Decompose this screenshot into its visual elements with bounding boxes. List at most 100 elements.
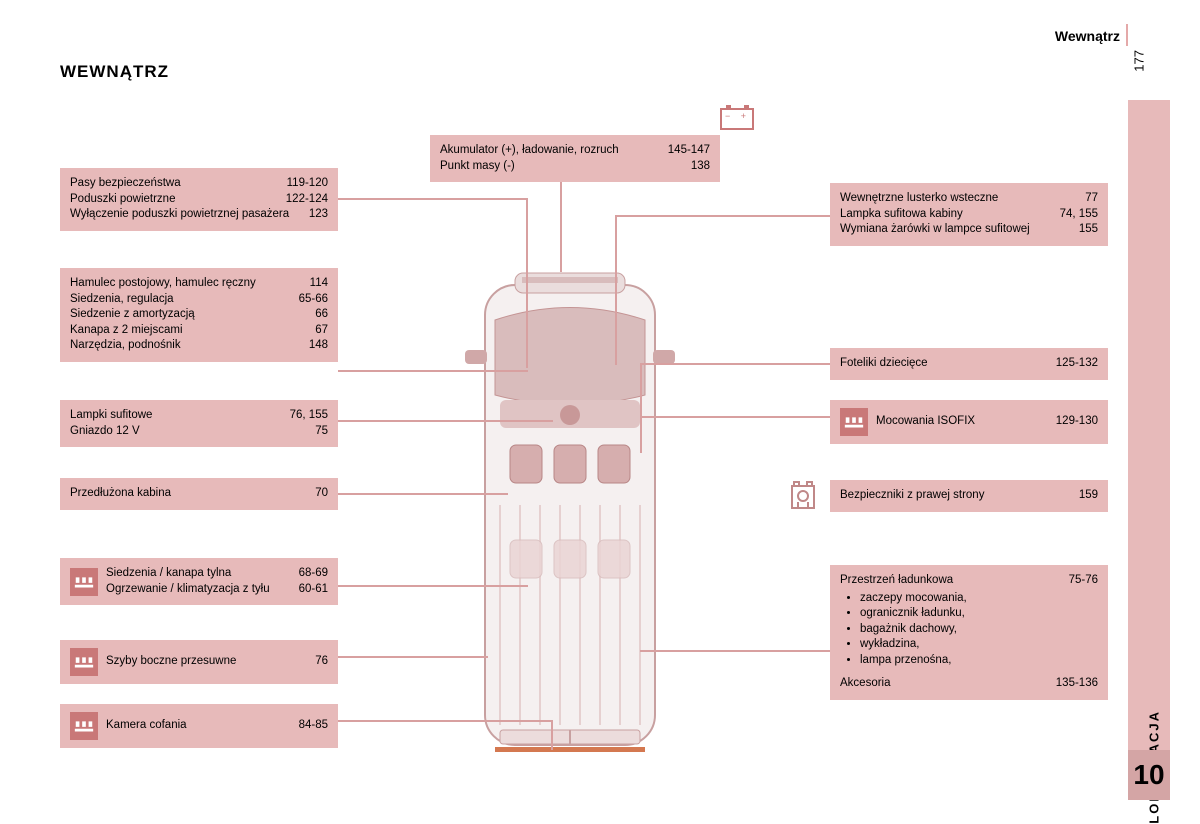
pages: 76 bbox=[315, 654, 328, 670]
pages: 66 bbox=[315, 307, 328, 323]
bullet: zaczepy mocowania, bbox=[860, 591, 1098, 607]
label: Przedłużona kabina bbox=[70, 486, 303, 502]
section-header: Wewnątrz bbox=[1055, 28, 1120, 44]
manual-page: Wewnątrz 177 WEWNĄTRZ LOKALIZACJA 10 Aku… bbox=[0, 0, 1200, 800]
bullet: wykładzina, bbox=[860, 637, 1098, 653]
chapter-number-box: 10 bbox=[1128, 750, 1170, 800]
label: Punkt masy (-) bbox=[440, 159, 679, 175]
bullet: ogranicznik ładunku, bbox=[860, 606, 1098, 622]
pages: 138 bbox=[691, 159, 710, 175]
pages: 145-147 bbox=[668, 143, 710, 159]
label: Foteliki dziecięce bbox=[840, 356, 1044, 372]
pages: 135-136 bbox=[1056, 676, 1098, 692]
bullet: bagażnik dachowy, bbox=[860, 622, 1098, 638]
box-mirror: Wewnętrzne lusterko wsteczne 77 Lampka su… bbox=[830, 183, 1108, 246]
battery-icon bbox=[720, 108, 754, 130]
bullet: lampa przenośna, bbox=[860, 653, 1098, 669]
label: Mocowania ISOFIX bbox=[876, 414, 1044, 430]
cargo-bullets: zaczepy mocowania, ogranicznik ładunku, … bbox=[844, 591, 1098, 669]
pages: 75 bbox=[315, 424, 328, 440]
pages: 74, 155 bbox=[1060, 207, 1098, 223]
pages: 148 bbox=[309, 338, 328, 354]
pages: 125-132 bbox=[1056, 356, 1098, 372]
pages: 60-61 bbox=[299, 582, 328, 598]
pages: 67 bbox=[315, 323, 328, 339]
leader-line bbox=[338, 585, 528, 587]
seat-icon bbox=[70, 648, 98, 676]
box-seatbelts: Pasy bezpieczeństwa 119-120 Poduszki powi… bbox=[60, 168, 338, 231]
label: Gniazdo 12 V bbox=[70, 424, 303, 440]
pages: 122-124 bbox=[286, 192, 328, 208]
leader-line bbox=[338, 420, 553, 422]
label: Siedzenia / kanapa tylna bbox=[106, 566, 287, 582]
leader-line bbox=[338, 370, 528, 372]
pages: 75-76 bbox=[1069, 573, 1098, 589]
box-brakes-seats: Hamulec postojowy, hamulec ręczny 114 Sie… bbox=[60, 268, 338, 362]
leader-line bbox=[640, 363, 830, 365]
leader-line bbox=[526, 198, 528, 368]
pages: 68-69 bbox=[299, 566, 328, 582]
label: Akcesoria bbox=[840, 676, 1044, 692]
page-number: 177 bbox=[1132, 50, 1147, 72]
leader-line bbox=[338, 656, 488, 658]
label: Lampki sufitowe bbox=[70, 408, 278, 424]
leader-line bbox=[551, 720, 553, 750]
pages: 155 bbox=[1079, 222, 1098, 238]
label: Pasy bezpieczeństwa bbox=[70, 176, 275, 192]
label: Lampka sufitowa kabiny bbox=[840, 207, 1048, 223]
pages: 129-130 bbox=[1056, 414, 1098, 430]
pages: 114 bbox=[310, 276, 328, 292]
leader-line bbox=[640, 416, 830, 418]
pages: 77 bbox=[1085, 191, 1098, 207]
leader-line bbox=[640, 363, 642, 453]
leader-line bbox=[615, 215, 617, 365]
pages: 76, 155 bbox=[290, 408, 328, 424]
label: Bezpieczniki z prawej strony bbox=[840, 488, 1067, 504]
leader-line bbox=[338, 720, 553, 722]
leader-line bbox=[338, 493, 508, 495]
box-rear-seats: Siedzenia / kanapa tylna 68-69 Ogrzewanie… bbox=[60, 558, 338, 605]
pages: 84-85 bbox=[299, 718, 328, 734]
box-fuses: Bezpieczniki z prawej strony 159 bbox=[830, 480, 1108, 512]
seat-icon bbox=[840, 408, 868, 436]
box-ceiling-lights: Lampki sufitowe 76, 155 Gniazdo 12 V 75 bbox=[60, 400, 338, 447]
vehicle-illustration bbox=[460, 265, 680, 755]
page-title: WEWNĄTRZ bbox=[60, 62, 169, 82]
side-tab bbox=[1128, 100, 1170, 800]
label: Szyby boczne przesuwne bbox=[106, 654, 303, 670]
label: Wyłączenie poduszki powietrznej pasażera bbox=[70, 207, 297, 223]
leader-line bbox=[338, 198, 528, 200]
pages: 70 bbox=[315, 486, 328, 502]
chapter-number: 10 bbox=[1133, 759, 1164, 791]
label: Przestrzeń ładunkowa bbox=[840, 573, 1057, 589]
label: Kamera cofania bbox=[106, 718, 287, 734]
box-rear-camera: Kamera cofania 84-85 bbox=[60, 704, 338, 748]
pages: 65-66 bbox=[299, 292, 328, 308]
pages: 159 bbox=[1079, 488, 1098, 504]
label: Hamulec postojowy, hamulec ręczny bbox=[70, 276, 298, 292]
label: Siedzenie z amortyzacją bbox=[70, 307, 303, 323]
label: Wewnętrzne lusterko wsteczne bbox=[840, 191, 1073, 207]
seat-icon bbox=[70, 568, 98, 596]
label: Wymiana żarówki w lampce sufitowej bbox=[840, 222, 1067, 238]
pages: 123 bbox=[309, 207, 328, 223]
box-child-seats: Foteliki dziecięce 125-132 bbox=[830, 348, 1108, 380]
fuse-icon bbox=[790, 480, 816, 510]
label: Narzędzia, podnośnik bbox=[70, 338, 297, 354]
leader-line bbox=[640, 650, 830, 652]
label: Ogrzewanie / klimatyzacja z tyłu bbox=[106, 582, 287, 598]
box-side-windows: Szyby boczne przesuwne 76 bbox=[60, 640, 338, 684]
seat-icon bbox=[70, 712, 98, 740]
leader-line bbox=[560, 182, 562, 272]
box-extended-cabin: Przedłużona kabina 70 bbox=[60, 478, 338, 510]
pages: 119-120 bbox=[287, 176, 328, 192]
label: Kanapa z 2 miejscami bbox=[70, 323, 303, 339]
box-battery: Akumulator (+), ładowanie, rozruch 145-14… bbox=[430, 135, 720, 182]
label: Poduszki powietrzne bbox=[70, 192, 274, 208]
label: Akumulator (+), ładowanie, rozruch bbox=[440, 143, 656, 159]
header-divider bbox=[1126, 24, 1128, 46]
box-isofix: Mocowania ISOFIX 129-130 bbox=[830, 400, 1108, 444]
box-cargo: Przestrzeń ładunkowa 75-76 zaczepy mocowa… bbox=[830, 565, 1108, 700]
leader-line bbox=[615, 215, 830, 217]
label: Siedzenia, regulacja bbox=[70, 292, 287, 308]
